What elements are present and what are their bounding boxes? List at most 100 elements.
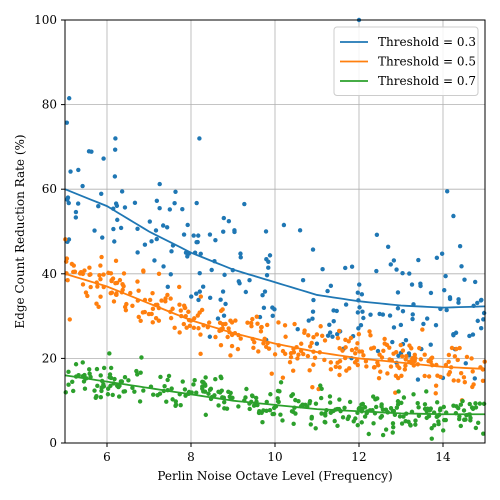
series-2-point	[98, 277, 103, 282]
series-2-point	[69, 261, 75, 267]
series-2-point	[412, 352, 417, 358]
legend: Threshold = 0.3 Threshold = 0.5 Threshold …	[333, 26, 479, 96]
series-2-point	[163, 299, 168, 304]
series-1-point	[377, 311, 382, 317]
series-3-point	[391, 424, 396, 430]
series-2-point	[255, 321, 260, 326]
series-3-point	[415, 401, 420, 406]
series-1-point	[243, 289, 249, 295]
series-3-point	[212, 393, 217, 398]
series-3-point	[82, 386, 88, 391]
series-2-point	[67, 317, 72, 322]
series-1-point	[119, 189, 125, 194]
series-3-point	[345, 416, 350, 422]
series-1-point	[335, 331, 340, 337]
series-2-point	[83, 290, 89, 295]
series-3-point	[429, 426, 434, 431]
series-3-point	[355, 422, 360, 428]
series-3-point	[390, 421, 396, 426]
series-1-point	[416, 257, 421, 263]
series-2-point	[384, 342, 390, 348]
series-2-point	[256, 349, 261, 354]
series-1-point	[73, 209, 79, 215]
series-1-point	[207, 295, 213, 301]
series-1-point	[457, 244, 463, 249]
series-1-point	[198, 251, 203, 256]
series-2-point	[348, 335, 354, 341]
series-3-point	[173, 399, 179, 404]
series-1-point	[444, 307, 449, 313]
series-2-point	[88, 272, 93, 277]
series-1-point	[463, 361, 468, 366]
series-3-point	[166, 373, 172, 379]
series-3-point	[122, 389, 128, 394]
series-2-point	[85, 293, 90, 299]
series-3-point	[443, 417, 449, 423]
series-2-point	[404, 353, 409, 359]
series-1-point	[391, 325, 397, 330]
series-3-point	[249, 393, 255, 398]
series-2-point	[311, 335, 316, 340]
series-3-point	[107, 351, 112, 356]
series-2-point	[290, 368, 296, 373]
series-3-point	[203, 375, 208, 380]
series-2-point	[113, 258, 119, 264]
series-1-point	[100, 235, 105, 240]
series-1-point	[168, 272, 173, 277]
series-1-point	[396, 353, 401, 358]
series-2-point	[150, 320, 155, 325]
series-2-point	[199, 307, 205, 313]
series-3-point	[101, 384, 107, 389]
series-3-point	[95, 383, 100, 389]
series-1-point	[266, 259, 271, 264]
series-2-point	[72, 269, 78, 274]
series-1-point	[167, 207, 173, 212]
series-2-point	[111, 299, 117, 304]
series-3-point	[203, 412, 208, 418]
series-3-point	[138, 370, 143, 375]
series-2-point	[337, 358, 343, 364]
series-3-point	[390, 430, 395, 435]
series-1-point	[410, 316, 415, 322]
series-2-point	[361, 353, 366, 358]
series-2-point	[156, 271, 162, 277]
series-3-point	[429, 436, 434, 441]
series-3-point	[318, 395, 324, 401]
series-1-point	[357, 305, 362, 310]
series-3-point	[219, 388, 224, 393]
series-1-point	[75, 201, 81, 206]
series-2-point	[192, 316, 197, 321]
series-3-point	[200, 384, 205, 389]
x-tick-label: 6	[103, 450, 111, 464]
series-1-point	[451, 213, 456, 219]
series-3-point	[473, 405, 479, 410]
series-3-point	[308, 422, 313, 427]
series-3-point	[105, 392, 111, 397]
series-3-point	[257, 409, 262, 414]
series-3-point	[271, 411, 277, 417]
series-2-point	[451, 378, 456, 383]
series-2-point	[120, 281, 125, 287]
series-1-point	[327, 322, 332, 328]
series-2-point	[438, 374, 443, 380]
series-2-point	[195, 313, 200, 318]
series-2-point	[433, 391, 438, 396]
series-2-point	[417, 345, 422, 351]
series-1-point	[135, 250, 140, 255]
series-1-point	[213, 237, 218, 243]
series-2-point	[352, 360, 358, 365]
series-2-point	[296, 352, 301, 357]
series-2-point	[213, 334, 218, 340]
series-2-point	[101, 272, 106, 277]
x-tick-label: 10	[267, 450, 282, 464]
series-2-point	[280, 348, 286, 354]
series-2-point	[470, 384, 475, 390]
series-2-point	[258, 329, 264, 334]
series-1-point	[478, 298, 484, 303]
series-1-point	[328, 283, 334, 289]
series-1-point	[409, 282, 415, 287]
series-2-point	[191, 325, 197, 331]
series-3-point	[458, 402, 464, 407]
series-1-point	[112, 147, 118, 152]
series-2-point	[238, 336, 243, 341]
